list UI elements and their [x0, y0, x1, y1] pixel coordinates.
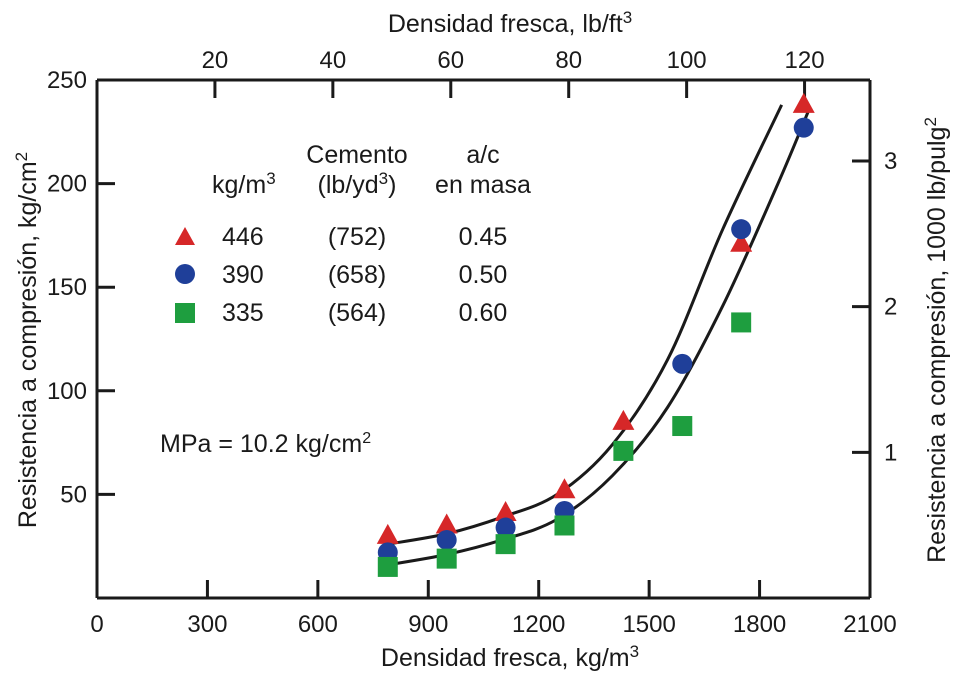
top-tick-label: 120: [785, 47, 825, 74]
legend: Cemento a/c kg/m3 (lb/yd3) en masa 446 (…: [175, 141, 531, 327]
top-tick-label: 100: [667, 47, 707, 74]
legend-marker-square: [175, 303, 195, 323]
x-axis-title-bottom: Densidad fresca, kg/m3: [381, 642, 639, 672]
legend-row-lb: (658): [328, 261, 386, 289]
legend-row-kg: 335: [222, 299, 264, 327]
triangle-point: [494, 501, 517, 522]
top-tick-label: 60: [437, 47, 464, 74]
square-point: [672, 416, 693, 437]
triangle-point: [792, 92, 815, 113]
top-tick-label: 40: [320, 47, 347, 74]
x-tick-label: 300: [187, 611, 227, 638]
circle-point: [731, 219, 752, 240]
legend-row-kg: 390: [222, 261, 264, 289]
square-point: [731, 312, 752, 333]
x-tick-label: 2100: [843, 611, 896, 638]
legend-header-cement-unit: (lb/yd3): [318, 169, 397, 199]
fit-curve: [387, 104, 784, 546]
y-axis-title-left: Resistencia a compresión, kg/cm2: [12, 152, 42, 528]
ticks-layer: 0 300 600 900 1200 1500 1800 210050100150200250…: [47, 47, 897, 638]
x-tick-label: 1800: [733, 611, 786, 638]
y-tick-label: 100: [47, 378, 87, 405]
unit-annotation: MPa = 10.2 kg/cm2: [160, 430, 371, 458]
circle-point: [793, 117, 814, 138]
triangle-point: [553, 478, 576, 499]
right-tick-label: 1: [884, 439, 897, 466]
square-point: [495, 534, 516, 555]
top-tick-label: 80: [555, 47, 582, 74]
circle-point: [436, 529, 457, 550]
x-tick-label: 0: [90, 611, 103, 638]
legend-header-ac: a/c: [466, 141, 499, 169]
y-tick-label: 150: [47, 274, 87, 301]
square-point: [436, 548, 457, 569]
x-tick-label: 1200: [512, 611, 565, 638]
triangle-point: [730, 231, 753, 252]
x-tick-label: 900: [408, 611, 448, 638]
y-axis-title-right: Resistencia a compresión, 1000 lb/pulg2: [921, 117, 951, 563]
legend-row-lb: (752): [328, 223, 386, 251]
legend-header-ac-line2: en masa: [435, 171, 531, 199]
x-tick-label: 600: [298, 611, 338, 638]
triangle-point: [612, 409, 635, 430]
y-tick-label: 50: [60, 481, 87, 508]
circle-point: [495, 517, 516, 538]
legend-row-ac: 0.60: [459, 299, 508, 327]
right-tick-label: 2: [884, 294, 897, 321]
right-tick-label: 3: [884, 148, 897, 175]
x-tick-label: 1500: [622, 611, 675, 638]
y-tick-label: 200: [47, 171, 87, 198]
square-point: [377, 556, 398, 577]
square-point: [613, 440, 634, 461]
legend-row-ac: 0.50: [459, 261, 508, 289]
legend-marker-triangle: [175, 227, 195, 245]
legend-header-unit: kg/m3: [212, 169, 276, 199]
triangle-point: [435, 513, 458, 534]
x-axis-title-top: Densidad fresca, lb/ft3: [388, 8, 632, 38]
square-point: [554, 515, 575, 536]
legend-row-ac: 0.45: [459, 223, 508, 251]
legend-header-cement: Cemento: [306, 141, 407, 169]
legend-row-lb: (564): [328, 299, 386, 327]
top-tick-label: 20: [202, 47, 229, 74]
legend-marker-circle: [175, 264, 195, 284]
data-points: [376, 92, 815, 577]
legend-row-kg: 446: [222, 223, 264, 251]
y-tick-label: 250: [47, 67, 87, 94]
triangle-point: [376, 523, 399, 544]
circle-point: [672, 353, 693, 374]
